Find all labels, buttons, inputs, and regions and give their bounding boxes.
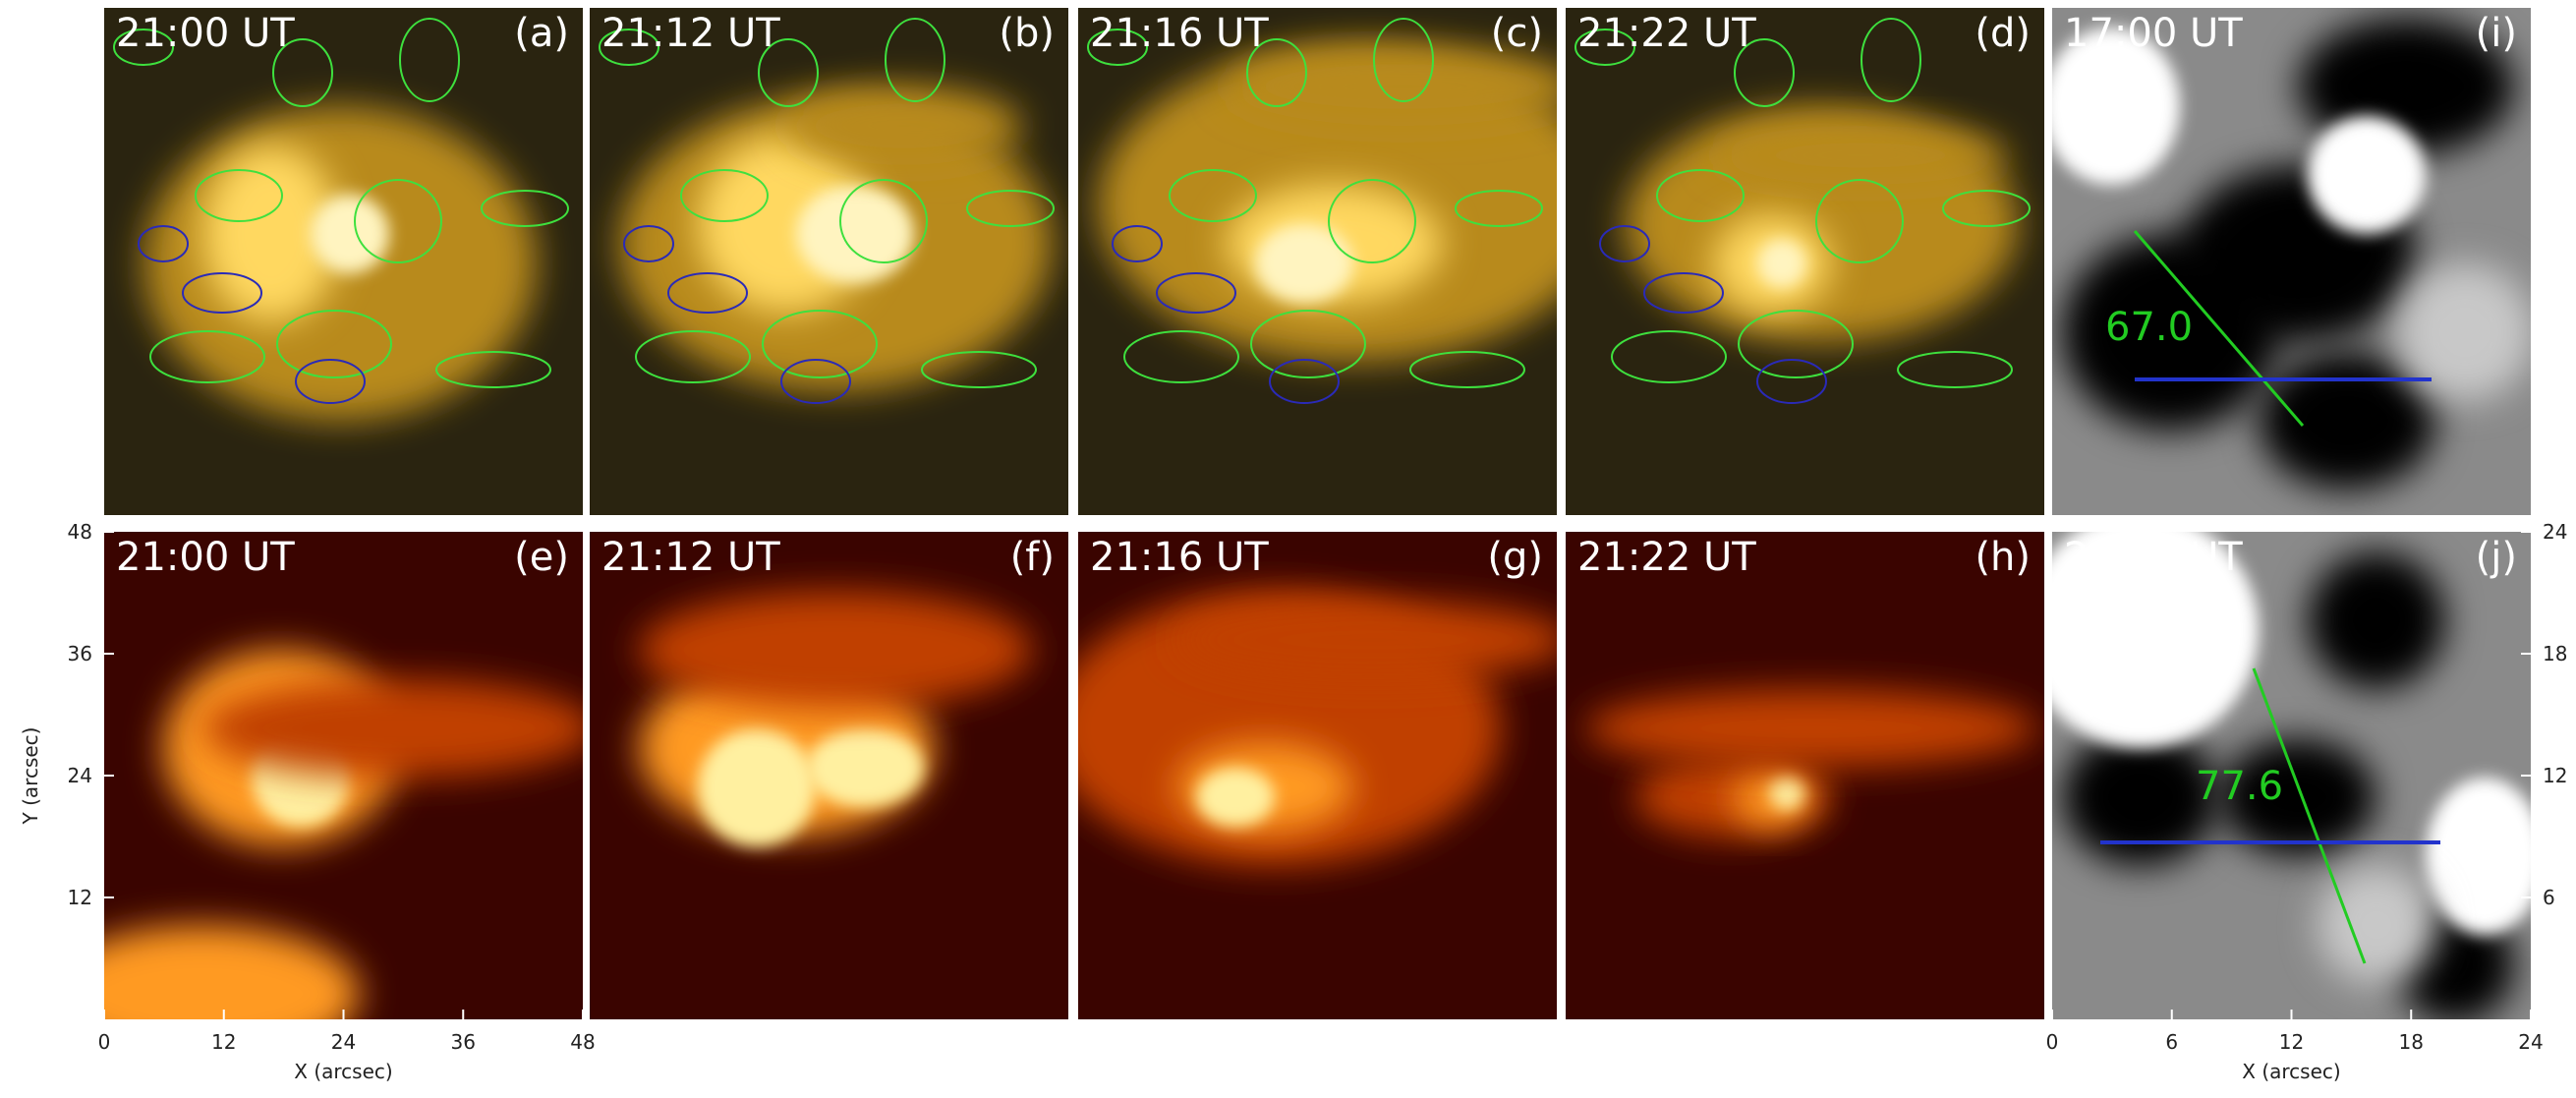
x-tick-label: 6	[2165, 1030, 2178, 1054]
emission-blob	[1757, 239, 1806, 288]
emission-blob	[796, 185, 914, 283]
emission-blob	[639, 591, 1032, 709]
emission-blob	[45, 925, 360, 1063]
emission-blob	[1585, 689, 2037, 768]
x-tick-label: 24	[331, 1030, 356, 1054]
image-panel: 21:16 UT (c)	[1078, 8, 1609, 515]
time-label: 21:22 UT	[1577, 11, 1756, 56]
time-label: 21:22 UT	[1577, 535, 1756, 580]
x-axis-title: X (arcsec)	[2242, 1060, 2340, 1083]
emission-blob	[202, 679, 596, 778]
image-panel: 21:22 UT (h)	[1566, 532, 2044, 1019]
image-panel: 21:12 UT (b)	[590, 8, 1068, 515]
y-tick-label: 12	[68, 886, 92, 909]
panel-letter: (h)	[1975, 535, 2031, 580]
x-tick-label: 0	[2046, 1030, 2059, 1054]
emission-blob	[1176, 601, 1570, 679]
image-panel: 21:22 UT (d)	[1566, 8, 2044, 515]
x-tick-label: 24	[2518, 1030, 2543, 1054]
y-tick-label: 24	[2543, 520, 2567, 544]
panel-letter: (e)	[514, 535, 569, 580]
panel-letter: (f)	[1010, 535, 1055, 580]
emission-blob	[2308, 551, 2445, 689]
figure: 21:00 UT (a) 21:12 UT (b) 21:16 UT (c) 21:22 U…	[0, 0, 2576, 1098]
time-label: 21:00 UT	[116, 535, 295, 580]
y-axis-title: Y (arcsec)	[19, 727, 42, 826]
y-tick-label: 24	[68, 764, 92, 787]
x-tick-label: 36	[451, 1030, 476, 1054]
y-tick-label: 48	[68, 520, 92, 544]
image-panel: 21:00 UT (e)	[45, 532, 596, 1063]
time-label: 17:00 UT	[2064, 11, 2243, 56]
x-axis-title: X (arcsec)	[294, 1060, 392, 1083]
image-panel: 21:00 UT (a)	[104, 8, 583, 515]
panel-letter: (j)	[2476, 535, 2517, 580]
x-tick-label: 12	[2279, 1030, 2304, 1054]
y-tick-label: 18	[2543, 642, 2567, 665]
emission-blob	[1255, 224, 1353, 303]
emission-blob	[806, 728, 924, 807]
x-tick-label: 48	[570, 1030, 595, 1054]
emission-blob	[2259, 352, 2435, 490]
panel-letter: (b)	[999, 11, 1055, 56]
emission-blob	[1196, 768, 1275, 827]
panel-letter: (g)	[1487, 535, 1543, 580]
panel-letter: (c)	[1491, 11, 1543, 56]
time-label: 21:16 UT	[1090, 11, 1269, 56]
time-label: 21:15 UT	[2064, 535, 2243, 580]
image-panel: 67.0 17:00 UT (i)	[2042, 8, 2534, 515]
time-label: 21:12 UT	[601, 11, 780, 56]
y-tick-label: 6	[2543, 886, 2555, 909]
emission-blob	[2426, 778, 2544, 935]
emission-blob	[698, 728, 816, 846]
y-tick-label: 36	[68, 642, 92, 665]
image-panel: 21:12 UT (f)	[590, 532, 1068, 1019]
image-panel: 77.6 21:15 UT (j)	[2023, 512, 2544, 1023]
angle-label: 77.6	[2196, 764, 2283, 809]
emission-blob	[311, 195, 389, 273]
time-label: 21:00 UT	[116, 11, 295, 56]
panel-letter: (d)	[1975, 11, 2031, 56]
emission-blob	[2308, 116, 2426, 234]
panel-letter: (i)	[2476, 11, 2517, 56]
time-label: 21:12 UT	[601, 535, 780, 580]
x-tick-label: 18	[2399, 1030, 2424, 1054]
emission-blob	[1226, 47, 1579, 126]
panel-letter: (a)	[514, 11, 569, 56]
emission-blob	[1713, 126, 2008, 185]
time-label: 21:16 UT	[1090, 535, 1269, 580]
x-tick-label: 0	[98, 1030, 111, 1054]
angle-label: 67.0	[2105, 305, 2193, 350]
image-panel: 21:16 UT (g)	[1049, 532, 1570, 1019]
x-tick-label: 12	[211, 1030, 236, 1054]
y-tick-label: 12	[2543, 764, 2567, 787]
emission-blob	[1769, 775, 1804, 810]
